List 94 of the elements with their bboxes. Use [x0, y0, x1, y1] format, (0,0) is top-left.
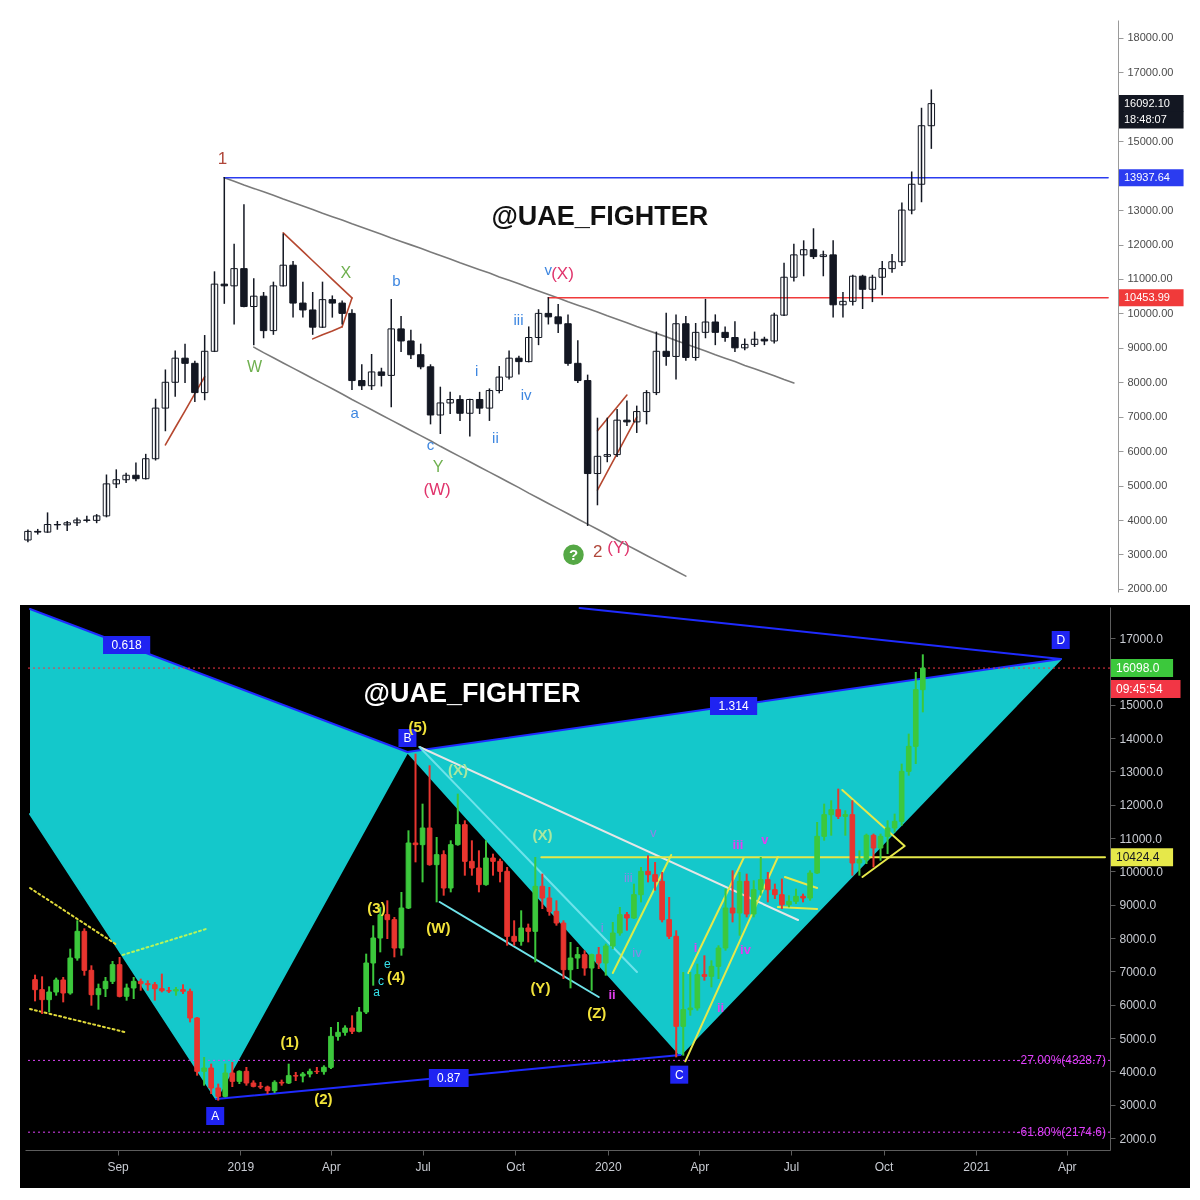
x-tick-label: Oct: [506, 1159, 526, 1174]
annotation: iv: [520, 386, 533, 404]
y-tick-label: 8000.0: [1119, 931, 1157, 946]
text: 16098.0: [1116, 661, 1160, 676]
annotation: 1: [217, 149, 228, 168]
y-tick-label: 18000.00: [1127, 31, 1174, 44]
annotation: D: [1056, 633, 1066, 647]
annotation: W: [246, 358, 263, 376]
annotation: iv: [740, 942, 752, 958]
annotation: (1): [280, 1032, 299, 1050]
y-tick-label: 7000.00: [1127, 410, 1168, 423]
annotation: (X): [447, 760, 468, 778]
annotation: v: [544, 260, 553, 278]
annotation: iii: [623, 869, 633, 885]
y-tick-label: 13000.00: [1127, 203, 1174, 216]
annotation: C: [674, 1067, 684, 1082]
ref-line-label: -27.00%(4328.7): [1016, 1053, 1106, 1068]
y-tick-label: 15000.0: [1119, 698, 1164, 713]
y-tick-label: 11000.0: [1119, 831, 1163, 846]
y-tick-label: 10000.00: [1127, 306, 1174, 319]
annotation: 2: [592, 541, 603, 561]
y-tick-label: 12000.00: [1127, 238, 1174, 251]
y-tick-label: 15000.00: [1127, 134, 1174, 147]
y-tick-label: 12000.0: [1119, 798, 1164, 813]
text: 16092.10: [1124, 96, 1170, 109]
annotation: (X): [532, 826, 553, 844]
y-tick-label: 4000.00: [1127, 513, 1168, 526]
annotation: X: [340, 263, 352, 281]
y-tick-label: 11000.00: [1127, 272, 1173, 285]
annotation: ii: [608, 987, 616, 1003]
x-tick-label: Jul: [415, 1159, 431, 1174]
annotation: i: [475, 362, 479, 380]
annotation: c: [426, 436, 435, 453]
y-tick-label: 5000.00: [1127, 479, 1168, 492]
annotation: iv: [632, 944, 643, 960]
annotation: @UAE_FIGHTER: [363, 677, 581, 708]
data-label: 13937.64: [1124, 170, 1170, 183]
annotation: (X): [551, 263, 574, 283]
y-tick-label: 5000.0: [1119, 1031, 1157, 1046]
annotation: iii: [732, 836, 744, 852]
annotation: i: [600, 919, 604, 935]
annotation: Y: [432, 457, 444, 475]
annotation: @UAE_FIGHTER: [491, 200, 709, 231]
x-tick-label: Jul: [783, 1159, 800, 1174]
y-tick-label: 17000.0: [1119, 631, 1164, 646]
annotation: ii: [492, 429, 499, 447]
y-tick-label: 2000.00: [1127, 582, 1168, 595]
y-tick-label: 14000.0: [1119, 731, 1164, 746]
annotation: v: [649, 824, 657, 840]
annotation: (2): [314, 1089, 333, 1107]
x-tick-label: 2019: [227, 1159, 255, 1174]
annotation: (Y): [607, 537, 630, 557]
annotation: (Y): [530, 979, 551, 997]
y-tick-label: 13000.0: [1119, 764, 1164, 779]
x-tick-label: Apr: [322, 1159, 341, 1174]
annotation: A: [211, 1109, 220, 1123]
ref-line-label: -61.80%(2174.6): [1016, 1125, 1106, 1140]
y-tick-label: 6000.0: [1119, 998, 1157, 1013]
annotation: (5): [408, 718, 427, 735]
annotation: (W): [426, 918, 451, 936]
y-tick-label: 8000.00: [1127, 375, 1168, 388]
x-tick-label: Oct: [874, 1159, 895, 1174]
x-tick-label: 2020: [594, 1159, 622, 1174]
text: 18:48:07: [1124, 113, 1167, 126]
annotation: v: [761, 831, 770, 847]
x-tick-label: Sep: [107, 1159, 130, 1174]
annotation: 1.314: [718, 699, 749, 713]
annotation: a: [350, 403, 360, 421]
data-label: 10453.99: [1124, 290, 1170, 303]
annotation: iii: [513, 310, 524, 328]
text: 09:45:54: [1116, 681, 1164, 696]
y-tick-label: 10000.0: [1119, 864, 1164, 879]
y-tick-label: 3000.00: [1127, 547, 1168, 560]
y-tick-label: 3000.0: [1119, 1098, 1157, 1113]
annotation: (Z): [587, 1004, 607, 1022]
y-tick-label: 6000.00: [1127, 444, 1168, 457]
annotation: (3): [367, 898, 386, 916]
x-tick-label: Apr: [690, 1159, 710, 1174]
data-label: 10424.4: [1116, 850, 1160, 865]
annotation: 0.618: [111, 638, 142, 652]
annotation: ii: [716, 999, 725, 1015]
annotation: 0.87: [437, 1071, 461, 1085]
y-tick-label: 2000.0: [1119, 1131, 1157, 1146]
y-tick-label: 17000.00: [1127, 65, 1174, 78]
y-tick-label: 9000.0: [1119, 898, 1157, 913]
y-tick-label: 7000.0: [1119, 964, 1157, 979]
y-tick-label: 4000.0: [1119, 1064, 1157, 1079]
annotation: ?: [568, 545, 579, 563]
x-tick-label: 2021: [963, 1159, 991, 1174]
x-tick-label: Apr: [1057, 1159, 1077, 1174]
annotation: (W): [423, 480, 451, 500]
y-tick-label: 9000.00: [1127, 341, 1168, 354]
annotation: b: [392, 271, 401, 289]
annotation: i: [693, 940, 698, 955]
